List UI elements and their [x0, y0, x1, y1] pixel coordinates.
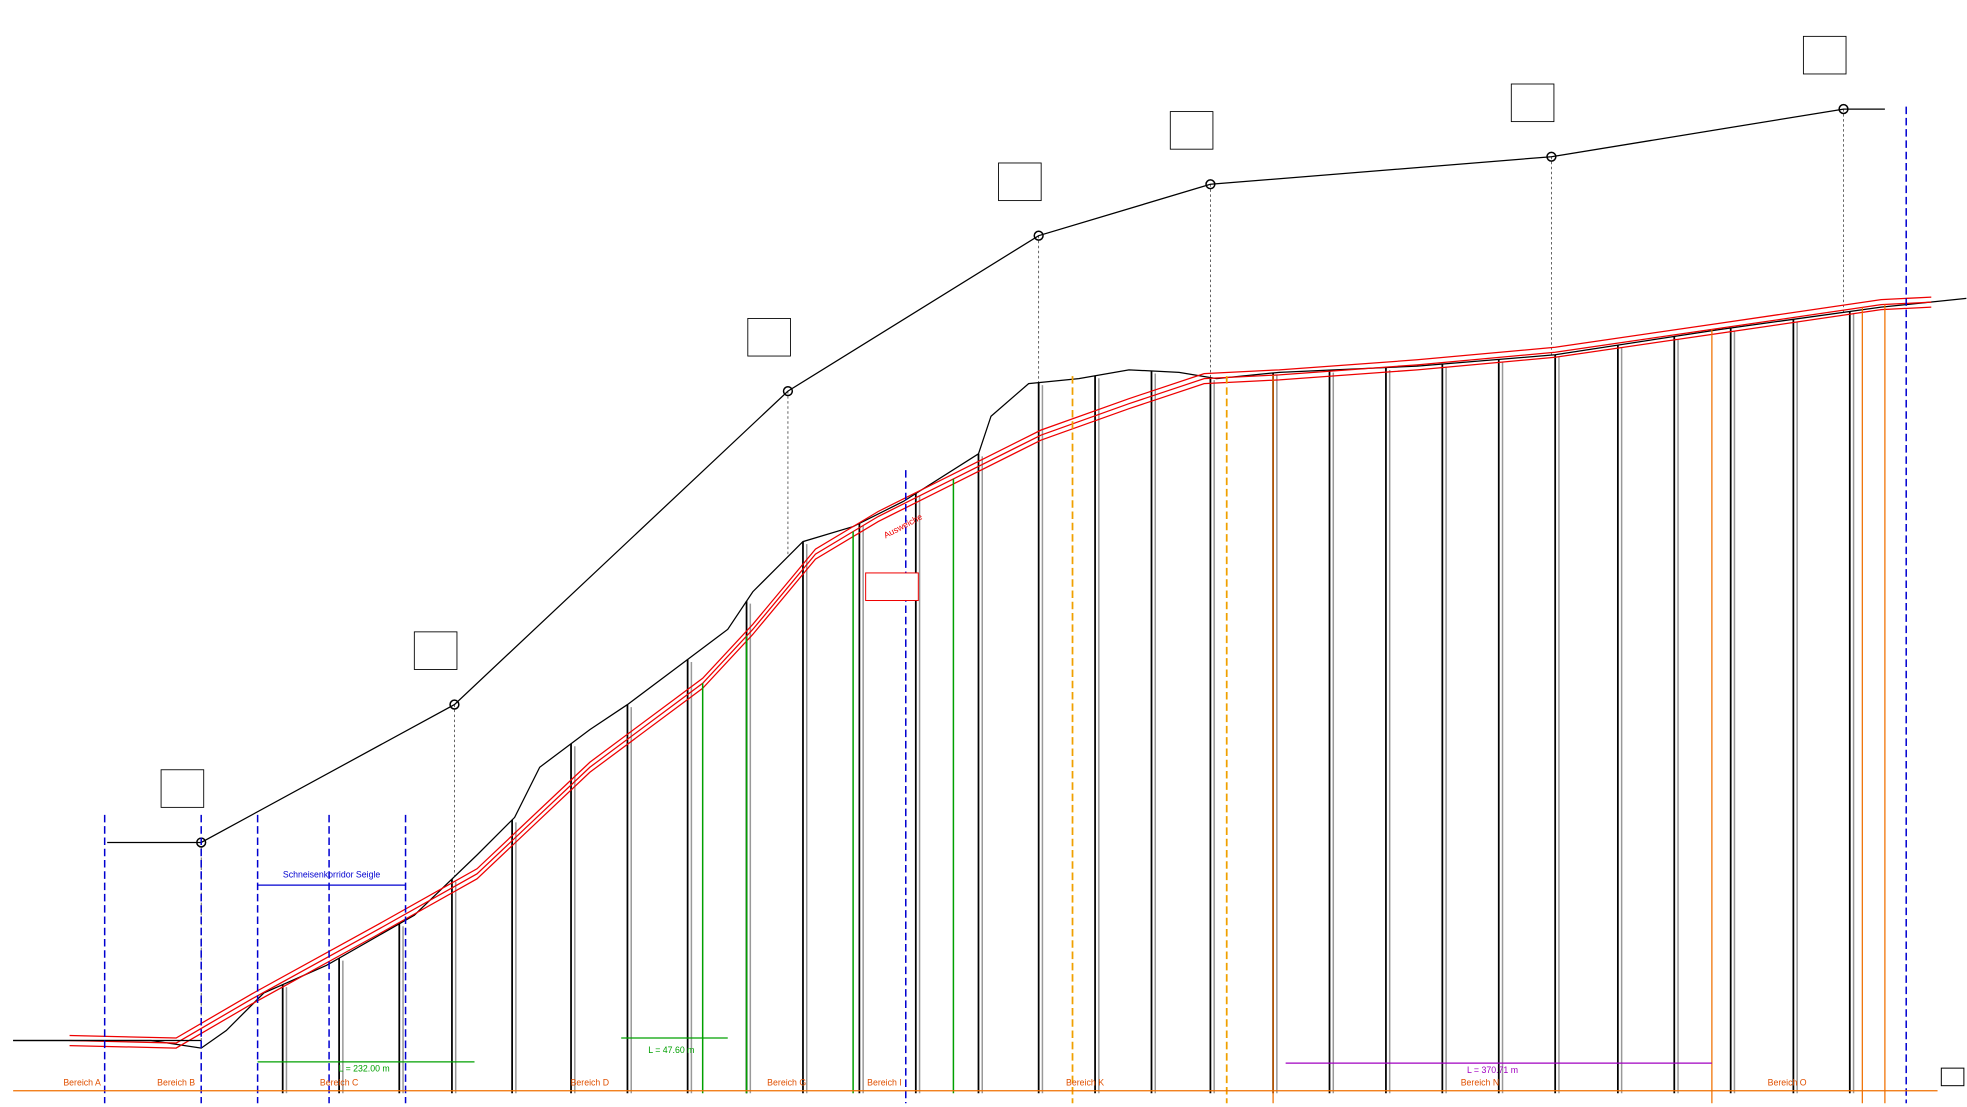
vertex-box — [999, 163, 1042, 201]
section-label: Bereich B — [157, 1077, 195, 1087]
section-label: Bereich C — [320, 1077, 358, 1087]
vertex-box — [1803, 36, 1846, 74]
section-label: Bereich N — [1461, 1077, 1500, 1087]
profile-drawing: Schneisenkorridor SeigleAusweicheBereich… — [0, 0, 1967, 1107]
section-label: Bereich D — [571, 1077, 610, 1087]
section-label: Bereich O — [1768, 1077, 1807, 1087]
section-label: Bereich A — [63, 1077, 101, 1087]
vertex-box — [1170, 112, 1213, 150]
vertex-box — [1511, 84, 1554, 122]
dim-label: L = 370.71 m — [1467, 1065, 1518, 1075]
vertex-box — [161, 770, 204, 808]
note-box — [866, 573, 919, 601]
background — [1, 0, 1967, 1107]
section-label: Bereich I — [867, 1077, 902, 1087]
dim-label: L = 232.00 m — [339, 1064, 390, 1074]
corridor-label: Schneisenkorridor Seigle — [283, 869, 381, 879]
vertex-box — [414, 632, 457, 670]
vertex-box — [748, 318, 791, 356]
section-label: Bereich G — [767, 1077, 806, 1087]
section-label: Bereich K — [1066, 1077, 1104, 1087]
dim-label: L = 47.60 m — [648, 1045, 694, 1055]
